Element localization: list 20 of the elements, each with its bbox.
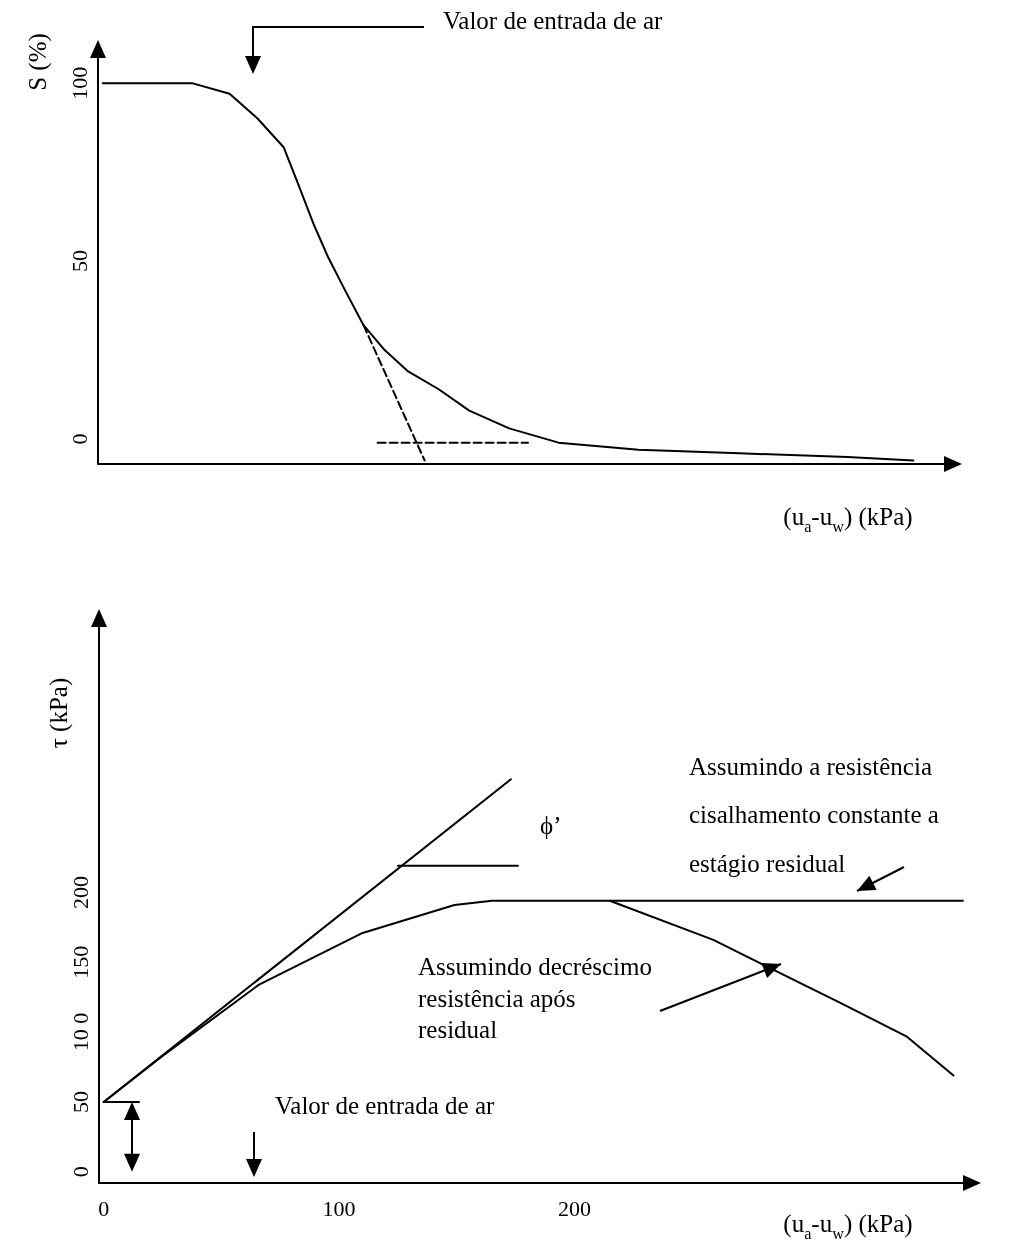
y-tick-label: 150 [67,945,93,979]
y-tick-label: 10 0 [67,1012,93,1052]
annotation: Valor de entrada de ar [275,1092,495,1119]
annotation: Assumindo decréscimo resistência após residual [418,953,652,1043]
y-tick-label: 100 [66,66,92,100]
y-axis-title: τ (kPa) [44,677,73,749]
y-tick-label: 200 [67,875,93,909]
y-axis-title: S (%) [23,33,52,91]
x-tick-label: 100 [322,1195,356,1221]
annotation: ϕ’ [540,812,562,839]
x-axis-title: (u$_{a}$-u$_{w}$) (kPa) [783,502,913,536]
x-axis-title: (u$_{a}$-u$_{w}$) (kPa) [783,1209,913,1243]
y-tick-label: 0 [67,1166,93,1178]
y-tick-label: 50 [66,250,92,273]
y-tick-label: 50 [67,1090,93,1113]
x-tick-label: 0 [98,1195,110,1221]
text: Valor de entrada de ar [443,7,663,34]
annotation: Assumindo a resistência cisalhamento constante a estágio residual [689,753,939,877]
y-tick-label: 0 [66,433,92,445]
x-tick-label: 200 [557,1195,591,1221]
